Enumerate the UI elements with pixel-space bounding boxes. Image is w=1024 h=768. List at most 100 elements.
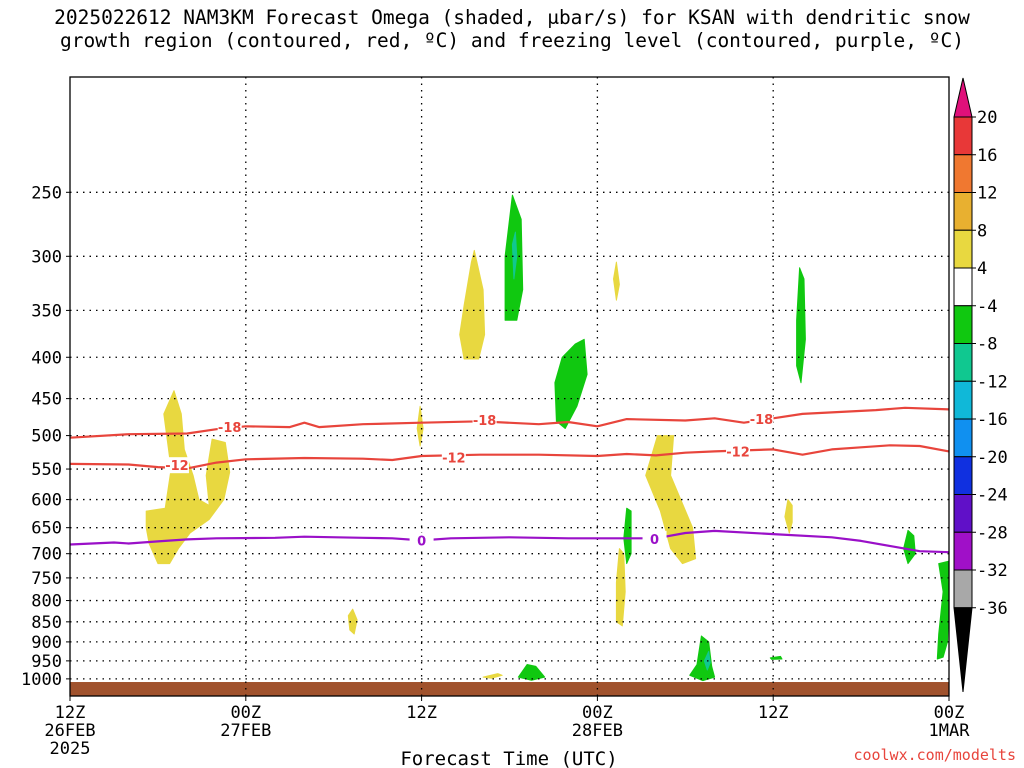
contour-label: -12 [442, 451, 466, 466]
colorbar-swatch [953, 418, 973, 458]
x-tick-label: 28FEB [572, 721, 623, 741]
chart-title: 2025022612 NAM3KM Forecast Omega (shaded… [0, 6, 1024, 52]
omega-region-18 [511, 231, 518, 280]
colorbar-swatch [953, 343, 973, 382]
y-tick-label: 450 [31, 390, 62, 410]
contour-label: -12 [165, 459, 189, 474]
colorbar-label: -4 [977, 297, 997, 317]
omega-region-11 [623, 507, 632, 565]
contour-line-2 [69, 529, 950, 554]
x-tick-label: 00Z [582, 703, 613, 723]
contour-label-bg [642, 530, 667, 547]
colorbar-bottom-triangle [953, 607, 973, 693]
y-tick-label: 400 [31, 348, 62, 368]
contour-label-bg [217, 419, 242, 436]
colorbar-swatch [953, 494, 973, 533]
omega-region-1 [459, 249, 486, 360]
contour-label: 0 [417, 534, 426, 549]
omega-region-2 [416, 405, 424, 447]
title-line-1: 2025022612 NAM3KM Forecast Omega (shaded… [54, 6, 970, 29]
y-tick-label: 300 [31, 247, 62, 267]
colorbar-label: 8 [977, 221, 987, 241]
contour-label: -18 [218, 421, 242, 436]
colorbar-label: -12 [977, 372, 1008, 392]
omega-region-12 [796, 267, 806, 384]
omega-region-14 [936, 560, 950, 660]
contour-label-bg [749, 411, 774, 428]
y-tick-label: 950 [31, 652, 62, 672]
omega-region-15 [517, 664, 546, 681]
colorbar-swatch [953, 267, 973, 307]
y-tick-label: 750 [31, 569, 62, 589]
terrain-band [70, 682, 949, 696]
omega-region-4 [613, 261, 620, 301]
grid-lines [70, 77, 949, 696]
colorbar-swatch [953, 229, 973, 269]
omega-region-17 [769, 655, 783, 660]
colorbar-swatch [953, 154, 973, 193]
terrain-fill [70, 682, 949, 696]
colorbar-swatch [953, 305, 973, 344]
y-tick-label: 250 [31, 183, 62, 203]
contour-line-1 [69, 444, 950, 470]
y-tick-label: 1000 [21, 670, 62, 690]
contour-label-bg [472, 411, 497, 428]
shaded-regions [145, 194, 950, 682]
y-tick-label: 600 [31, 491, 62, 511]
omega-region-10 [554, 338, 588, 429]
colorbar: 20 16 12 8 4 -4 -8 -12 -16 -20 -24 -28 -32 -36 [953, 77, 1008, 693]
contour-label: 0 [650, 533, 659, 548]
colorbar-label: 20 [977, 108, 997, 128]
x-tick-label: 27FEB [220, 721, 271, 741]
x-tick-label: 00Z [230, 703, 261, 723]
contour-label: -18 [473, 414, 497, 429]
omega-region-5 [615, 548, 626, 627]
x-tick-label: 2025 [50, 739, 91, 759]
colorbar-label: 12 [977, 184, 997, 204]
y-tick-label: 550 [31, 460, 62, 480]
contour-line-0 [69, 406, 950, 439]
contour-label-bg [441, 449, 466, 466]
y-tick-label: 800 [31, 592, 62, 612]
colorbar-label: 4 [977, 259, 987, 279]
x-axis-label: Forecast Time (UTC) [400, 748, 617, 768]
colorbar-swatch [953, 116, 973, 156]
y-tick-label: 350 [31, 301, 62, 321]
colorbar-label: -16 [977, 410, 1008, 430]
colorbar-label: 16 [977, 146, 997, 166]
title-line-2: growth region (contoured, red, ºC) and f… [60, 29, 964, 52]
x-tick-label: 1MAR [929, 721, 971, 741]
x-tick-label: 12Z [406, 703, 437, 723]
omega-region-16 [689, 635, 716, 682]
omega-region-13 [903, 529, 916, 565]
y-tick-label: 900 [31, 633, 62, 653]
colorbar-label: -8 [977, 335, 997, 355]
omega-region-8 [482, 673, 503, 679]
contour-label-bg [409, 532, 434, 549]
colorbar-top-triangle [953, 77, 973, 118]
colorbar-label: -20 [977, 448, 1008, 468]
omega-region-3 [347, 608, 358, 635]
omega-region-6 [645, 435, 697, 565]
x-tick-label: 00Z [934, 703, 965, 723]
colorbar-swatch [953, 569, 973, 609]
colorbar-swatch [953, 531, 973, 571]
colorbar-label: -36 [977, 599, 1008, 619]
plot-frame [69, 76, 950, 697]
colorbar-swatch [953, 192, 973, 231]
contour-label: -18 [750, 413, 774, 428]
contour-label-bg [726, 443, 751, 460]
colorbar-swatch [953, 456, 973, 495]
y-tick-label: 850 [31, 613, 62, 633]
colorbar-swatch [953, 380, 973, 420]
x-tick-label: 12Z [758, 703, 789, 723]
y-axis: 2503003504004505005506006507007508008509… [21, 183, 70, 690]
contour-lines: -18 -18 -18 -12 -12 -12 0 0 [69, 406, 950, 554]
contour-label-bg [164, 457, 189, 474]
x-tick-label: 12Z [55, 703, 86, 723]
contour-label: -12 [726, 445, 750, 460]
footer-link[interactable]: coolwx.com/modelts [853, 746, 1016, 764]
x-tick-label: 26FEB [44, 721, 95, 741]
